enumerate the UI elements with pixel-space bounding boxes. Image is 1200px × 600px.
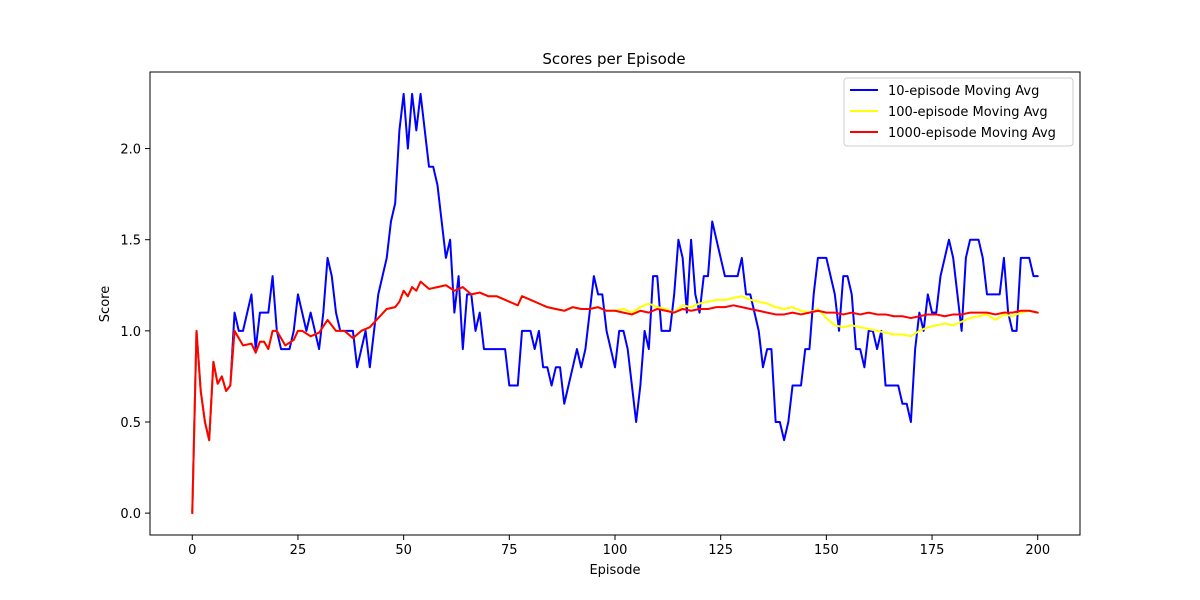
chart-title: Scores per Episode bbox=[542, 50, 685, 68]
y-tick-label: 0.5 bbox=[120, 416, 141, 431]
x-tick-label: 175 bbox=[920, 543, 945, 558]
legend-label-1: 10-episode Moving Avg bbox=[888, 84, 1039, 99]
series-line-1 bbox=[191, 92, 1039, 515]
x-axis-ticks: 0 25 50 75 100 125 150 175 200 bbox=[188, 535, 1050, 558]
legend-label-2: 100-episode Moving Avg bbox=[888, 105, 1048, 120]
plot-lines bbox=[191, 92, 1039, 515]
x-tick-label: 150 bbox=[814, 543, 839, 558]
series-line-3 bbox=[191, 280, 1039, 515]
x-tick-label: 0 bbox=[188, 543, 196, 558]
x-tick-label: 25 bbox=[290, 543, 307, 558]
y-tick-label: 2.0 bbox=[120, 143, 141, 158]
legend-label-3: 1000-episode Moving Avg bbox=[888, 126, 1056, 141]
x-tick-label: 200 bbox=[1025, 543, 1050, 558]
y-tick-label: 1.5 bbox=[120, 234, 141, 249]
y-axis-ticks: 0.0 0.5 1.0 1.5 2.0 bbox=[120, 143, 150, 522]
legend-box bbox=[843, 77, 1074, 147]
x-tick-label: 125 bbox=[708, 543, 733, 558]
x-tick-label: 100 bbox=[603, 543, 628, 558]
y-tick-label: 1.0 bbox=[120, 325, 141, 340]
legend: 10-episode Moving Avg 100-episode Moving … bbox=[843, 77, 1074, 147]
y-tick-label: 0.0 bbox=[120, 507, 141, 522]
x-axis-label: Episode bbox=[589, 563, 640, 578]
y-axis-label: Score bbox=[98, 286, 113, 322]
x-tick-label: 50 bbox=[395, 543, 412, 558]
x-tick-label: 75 bbox=[501, 543, 518, 558]
